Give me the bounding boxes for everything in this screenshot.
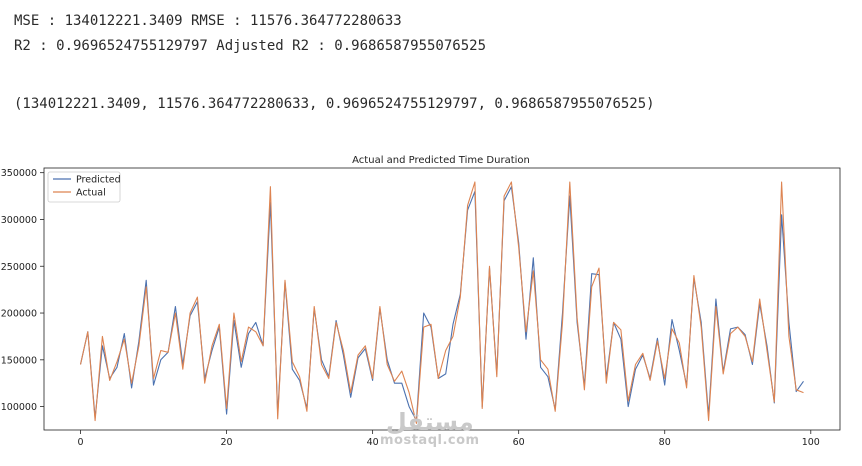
- x-tick-label: 100: [802, 437, 820, 448]
- y-tick-label: 250000: [1, 262, 37, 273]
- series-lines: [79, 181, 804, 424]
- y-tick-label: 200000: [1, 309, 37, 320]
- mse-rmse-output: MSE : 134012221.3409 RMSE : 11576.364772…: [14, 13, 402, 29]
- y-tick-label: 100000: [1, 402, 37, 413]
- chart-title: Actual and Predicted Time Duration: [352, 155, 530, 166]
- x-tick-label: 40: [367, 437, 379, 448]
- y-tick-label: 150000: [1, 355, 37, 366]
- y-axis: 100000 150000 200000 250000 300000 350000: [1, 168, 44, 413]
- legend-actual-label: Actual: [76, 188, 106, 199]
- x-tick-label: 80: [659, 437, 671, 448]
- metrics-tuple-output: (134012221.3409, 11576.364772280633, 0.9…: [14, 96, 655, 112]
- x-tick-label: 60: [513, 437, 525, 448]
- x-axis: 0 20 40 60 80 100: [77, 430, 820, 448]
- x-tick-label: 0: [77, 437, 83, 448]
- series-line-actual: [79, 181, 804, 424]
- series-line-predicted: [79, 186, 804, 422]
- legend: Predicted Actual: [47, 171, 121, 203]
- y-tick-label: 350000: [1, 168, 37, 179]
- r2-output: R2 : 0.9696524755129797 Adjusted R2 : 0.…: [14, 38, 487, 54]
- x-tick-label: 20: [221, 437, 233, 448]
- plot-area-frame: [43, 167, 841, 431]
- legend-predicted-label: Predicted: [76, 175, 121, 186]
- y-tick-label: 300000: [1, 215, 37, 226]
